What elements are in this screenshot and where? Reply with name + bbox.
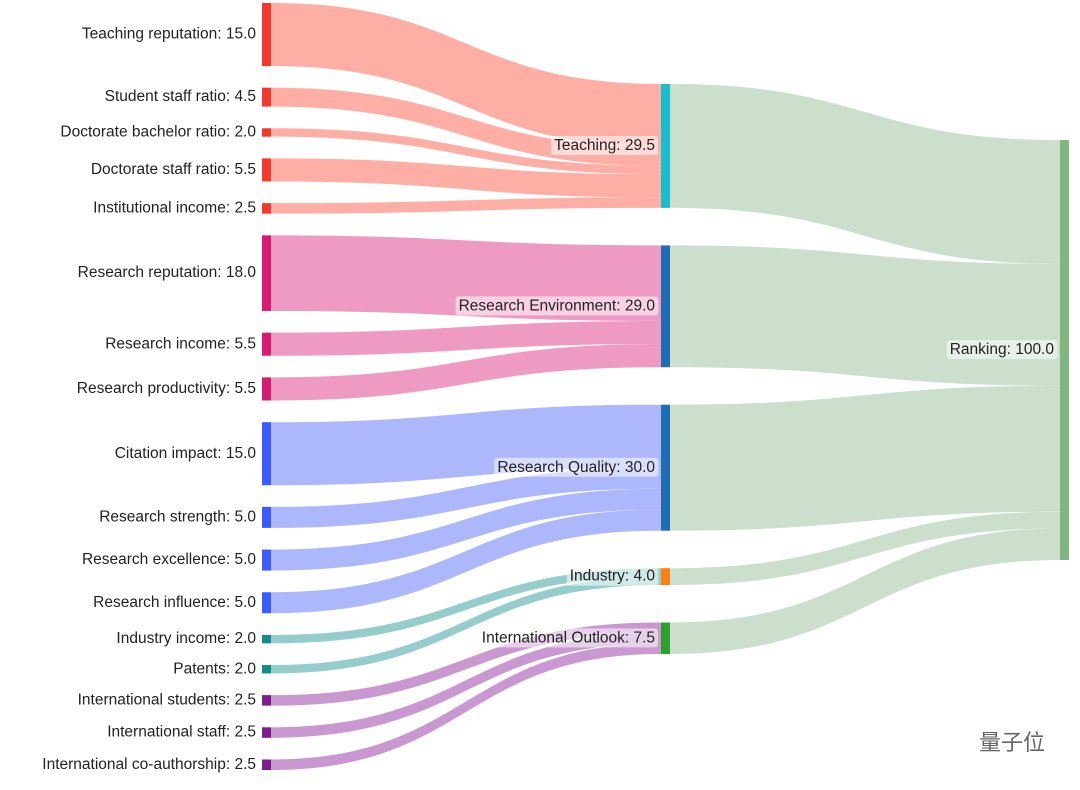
node-label: Institutional income: 2.5 xyxy=(93,199,256,216)
node xyxy=(262,759,271,770)
link xyxy=(670,84,1060,264)
link xyxy=(670,245,1060,386)
node xyxy=(661,568,670,585)
link xyxy=(271,467,661,528)
node-label: Industry: 4.0 xyxy=(570,568,656,585)
node xyxy=(262,377,271,401)
node xyxy=(1060,140,1069,560)
link xyxy=(271,3,661,147)
node-label: International staff: 2.5 xyxy=(107,724,256,741)
node-label: International Outlook: 7.5 xyxy=(482,629,655,646)
node xyxy=(661,622,670,654)
node-label: Research Environment: 29.0 xyxy=(459,297,656,314)
link xyxy=(271,509,661,614)
link xyxy=(271,568,661,644)
link xyxy=(670,385,1060,531)
node-label: Research reputation: 18.0 xyxy=(78,264,257,281)
label-background xyxy=(551,136,658,156)
node-label: International students: 2.5 xyxy=(78,691,256,708)
node xyxy=(262,695,271,706)
node-label: Research strength: 5.0 xyxy=(99,508,256,525)
node xyxy=(262,422,271,486)
node-label: Patents: 2.0 xyxy=(173,660,256,677)
label-background xyxy=(455,296,659,316)
node-label: Industry income: 2.0 xyxy=(116,630,256,647)
label-background xyxy=(566,566,659,586)
node-label: Teaching: 29.5 xyxy=(554,137,655,154)
node-label: Student staff ratio: 4.5 xyxy=(105,88,256,105)
node-label: Teaching reputation: 15.0 xyxy=(82,26,256,43)
link xyxy=(271,576,661,674)
node xyxy=(262,634,271,644)
node-label: Doctorate bachelor ratio: 2.0 xyxy=(60,124,256,141)
link xyxy=(271,128,661,175)
node xyxy=(262,87,271,107)
link xyxy=(271,488,661,571)
node xyxy=(262,332,271,356)
link xyxy=(271,643,661,770)
node xyxy=(661,84,670,208)
label-background xyxy=(946,340,1058,360)
node xyxy=(262,592,271,614)
node xyxy=(661,245,670,368)
node-label: Research Quality: 30.0 xyxy=(497,459,655,476)
node xyxy=(262,128,271,137)
node xyxy=(262,3,271,66)
link xyxy=(670,528,1060,654)
link xyxy=(271,158,661,198)
node xyxy=(262,549,271,571)
node xyxy=(262,665,271,674)
link xyxy=(271,321,661,356)
node xyxy=(262,203,271,214)
node-label: Ranking: 100.0 xyxy=(950,341,1055,358)
link xyxy=(271,622,661,706)
node-label: Citation impact: 15.0 xyxy=(115,445,257,462)
node-label: Research excellence: 5.0 xyxy=(82,551,256,568)
node-label: Research productivity: 5.5 xyxy=(77,380,256,397)
label-background xyxy=(494,457,659,477)
node xyxy=(262,506,271,528)
node-label: Doctorate staff ratio: 5.5 xyxy=(91,161,256,178)
nodes xyxy=(262,3,1069,770)
node-label: International co-authorship: 2.5 xyxy=(42,756,256,773)
link xyxy=(271,344,661,401)
node xyxy=(262,727,271,738)
node xyxy=(661,404,670,531)
node-label: Research income: 5.5 xyxy=(105,335,256,352)
labels: Teaching reputation: 15.0 Student staff r… xyxy=(42,26,1058,773)
node xyxy=(262,235,271,311)
link xyxy=(670,511,1060,585)
node-label: Research influence: 5.0 xyxy=(93,594,256,611)
watermark: 量子位 xyxy=(979,730,1045,755)
label-background xyxy=(478,628,658,648)
node xyxy=(262,158,271,182)
link xyxy=(271,633,661,738)
link xyxy=(271,197,661,214)
